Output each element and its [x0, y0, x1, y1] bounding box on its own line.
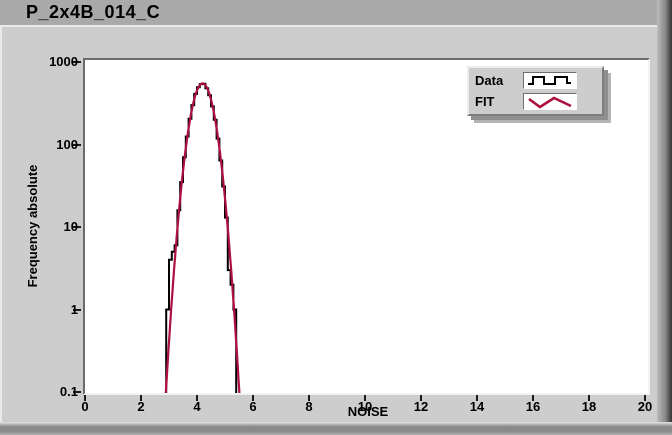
y-tick: [73, 308, 81, 311]
step-line-icon: [528, 76, 571, 85]
y-tick-label: 1000: [49, 54, 78, 69]
x-tick-label: 4: [193, 399, 201, 414]
x-tick-label: 10: [357, 399, 373, 414]
plot-legend: Data FIT: [467, 66, 604, 116]
x-tick: [420, 395, 422, 401]
x-axis-title: NOISE: [347, 404, 389, 419]
x-tick: [364, 395, 366, 401]
plot-canvas: [164, 82, 241, 393]
window-title: P_2x4B_014_C: [26, 2, 161, 22]
x-tick-label: 12: [413, 399, 429, 414]
zigzag-line-icon: [528, 96, 572, 109]
x-tick: [532, 395, 534, 401]
window-bottom-bevel: [0, 422, 672, 435]
fit-series-path: [164, 82, 241, 393]
y-axis-title: Frequency absolute: [25, 164, 40, 288]
x-tick: [196, 395, 198, 401]
y-tick: [73, 226, 81, 228]
x-tick-label: 14: [469, 399, 485, 414]
legend-label-data: Data: [475, 73, 504, 88]
x-tick-label: 2: [137, 399, 145, 414]
x-tick-label: 0: [81, 399, 89, 414]
y-tick: [73, 61, 81, 63]
x-tick: [84, 395, 86, 401]
legend-item-fit[interactable]: FIT: [475, 93, 596, 110]
x-tick: [476, 395, 478, 401]
y-tick-label: 0.1: [59, 384, 78, 399]
y-tick-label: 100: [56, 136, 78, 152]
x-tick-label: 16: [525, 399, 541, 414]
y-tick-label: 1: [70, 301, 78, 317]
window-titlebar: P_2x4B_014_C: [0, 0, 672, 25]
legend-glyph-box-data[interactable]: [523, 72, 577, 89]
legend-item-data[interactable]: Data: [475, 72, 596, 89]
y-tick-label: 10: [63, 219, 78, 234]
y-tick: [73, 391, 81, 393]
legend-glyph-box-fit[interactable]: [523, 93, 577, 110]
x-tick: [252, 395, 254, 401]
x-tick: [308, 395, 310, 401]
legend-label-fit: FIT: [475, 94, 495, 109]
x-tick-label: 18: [581, 399, 597, 414]
window-right-bevel: [657, 0, 672, 435]
x-tick-label: 20: [637, 399, 653, 414]
x-tick: [644, 395, 646, 401]
x-tick: [588, 395, 590, 401]
x-tick: [140, 395, 142, 401]
y-tick: [73, 143, 81, 146]
x-tick-label: 8: [305, 399, 313, 414]
x-tick-label: 6: [249, 399, 257, 414]
